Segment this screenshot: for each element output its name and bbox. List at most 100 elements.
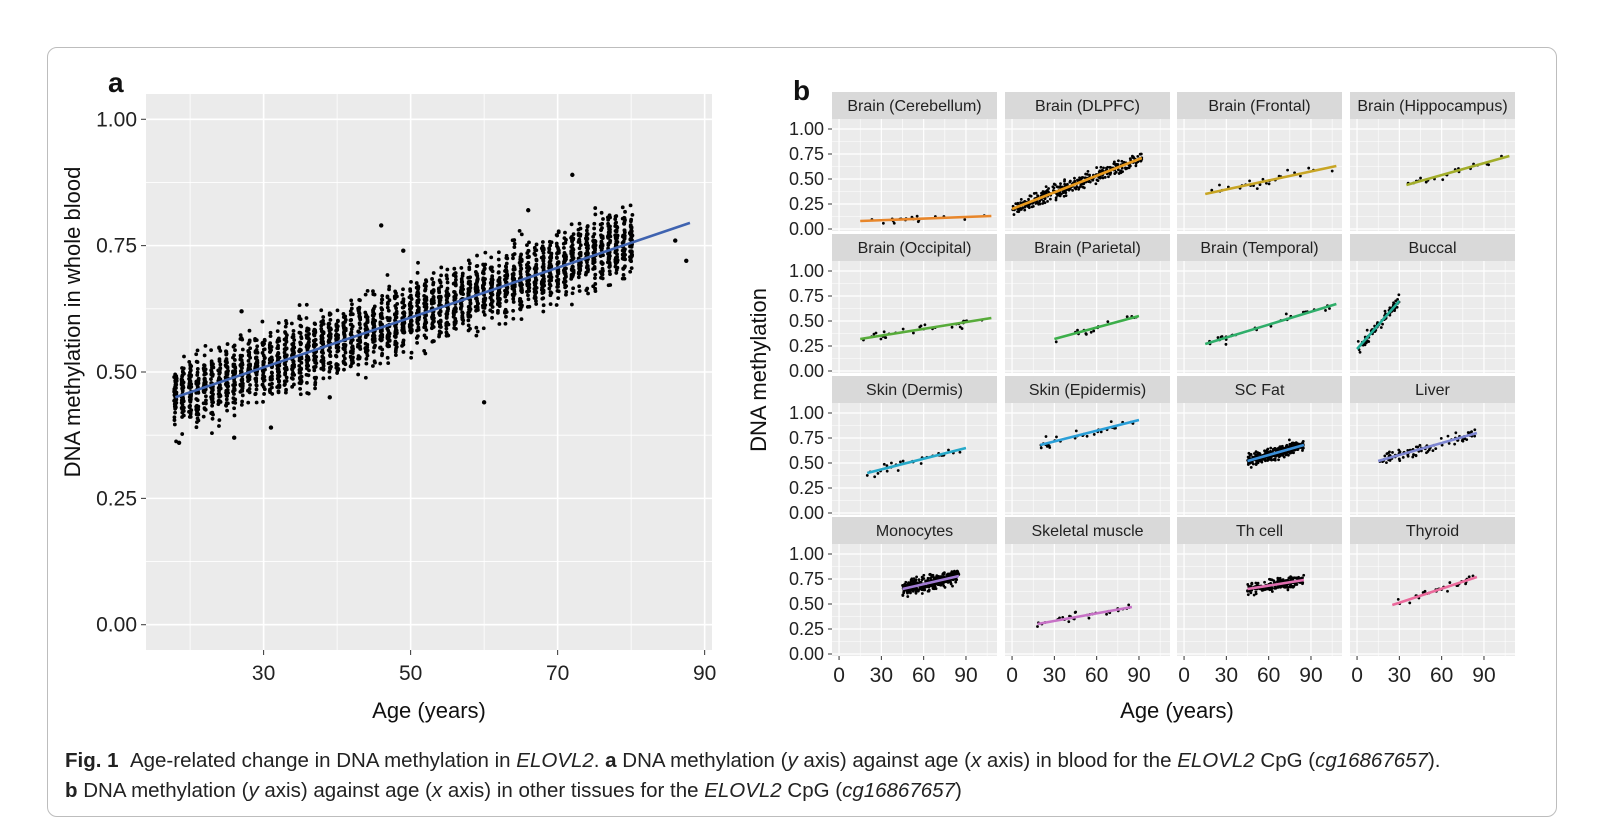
facet-point: [912, 331, 915, 335]
panel-a-point: [371, 289, 375, 294]
panel-a-point: [534, 258, 539, 263]
facet-title: Brain (Frontal): [1208, 98, 1310, 115]
facet-point: [1218, 183, 1221, 187]
facet-point: [1266, 459, 1270, 462]
facet-point: [906, 595, 910, 598]
panel-a-point: [408, 325, 412, 330]
panel-a-point: [334, 362, 339, 366]
facet-point: [954, 570, 958, 574]
panel-a-point: [578, 243, 583, 248]
facet-brain-cerebellum: Brain (Cerebellum)0.000.250.500.751.00: [789, 92, 997, 239]
panel-a-point: [196, 418, 201, 423]
facet-point: [1363, 343, 1367, 347]
panel-a-point: [231, 389, 236, 394]
panel-a-x-tick-label: 30: [252, 662, 275, 685]
panel-a-point: [577, 262, 582, 267]
panel-a-point: [415, 292, 420, 297]
facet-point: [1285, 585, 1289, 589]
panel-a-point: [172, 418, 177, 423]
panel-a-point: [511, 297, 516, 301]
facet-point: [906, 590, 910, 594]
facet-background: [1350, 403, 1515, 515]
panel-a-point: [291, 348, 296, 353]
facet-x-tick-label: 90: [954, 664, 977, 687]
panel-a-point: [547, 286, 552, 291]
panel-a-point: [437, 334, 441, 339]
panel-a-point: [321, 315, 326, 319]
panel-a-point: [180, 385, 185, 390]
facet-point: [1273, 458, 1277, 462]
panel-a-point: [393, 348, 398, 353]
facet-point: [1106, 320, 1110, 324]
panel-a-point: [292, 338, 297, 342]
panel-a-x-tick-label: 50: [399, 662, 422, 685]
panel-a-point: [414, 336, 419, 340]
panel-a-point: [614, 214, 619, 218]
panel-a-point: [460, 310, 465, 315]
facet-point: [1264, 181, 1268, 185]
panel-a-point: [468, 300, 473, 305]
panel-a-point: [225, 388, 230, 393]
panel-a-point: [409, 350, 414, 355]
facet-point: [958, 325, 962, 329]
panel-a-point: [481, 276, 486, 281]
facet-point: [1292, 451, 1295, 455]
panel-a-point: [490, 299, 495, 304]
panel-a-point: [423, 288, 427, 293]
facet-point: [1284, 445, 1288, 448]
panel-a-point: [262, 367, 267, 372]
facet-y-tick-label: 0.50: [789, 453, 824, 473]
facet-point: [910, 577, 914, 581]
facet-background: [832, 119, 997, 231]
panel-a-point: [628, 269, 633, 274]
panel-a-point: [453, 271, 458, 275]
facet-point: [1253, 452, 1256, 455]
panel-a-point: [276, 390, 281, 395]
facet-point: [1467, 575, 1471, 579]
facet-y-tick-label: 0.00: [789, 644, 824, 664]
panel-a-point: [415, 300, 420, 304]
panel-a-point: [226, 368, 230, 373]
panel-a-point: [328, 365, 332, 370]
panel-a-point: [613, 221, 618, 226]
facet-point: [920, 585, 924, 589]
panel-a-point: [248, 346, 253, 351]
panel-a-point: [182, 371, 186, 376]
facet-point: [1301, 581, 1305, 585]
facet-point: [1330, 169, 1334, 173]
facet-point: [1045, 445, 1049, 448]
panel-a-point: [407, 303, 412, 308]
panel-a-point: [459, 286, 464, 291]
facet-point: [960, 327, 964, 330]
panel-a-y-tick-label: 0.75: [96, 235, 137, 258]
panel-a-point: [298, 386, 303, 391]
facet-point: [1424, 180, 1428, 184]
panel-a-point: [554, 233, 559, 237]
panel-a-point: [423, 317, 428, 322]
panel-a-point: [620, 205, 625, 210]
panel-a-point: [313, 377, 318, 382]
panel-a-point: [607, 231, 612, 235]
panel-a-point: [357, 305, 362, 310]
panel-a-point: [547, 265, 551, 270]
facet-point: [906, 582, 910, 586]
panel-a-point: [539, 287, 544, 292]
panel-a-point: [569, 222, 574, 227]
panel-a-point: [327, 395, 332, 400]
panel-a-point: [534, 285, 539, 290]
panel-a-point: [488, 308, 493, 313]
panel-a-point: [591, 250, 596, 255]
panel-a-point: [297, 303, 302, 307]
panel-a-point: [172, 415, 177, 420]
panel-a-point: [217, 357, 222, 362]
panel-a-point: [497, 290, 502, 295]
facet-point: [1249, 591, 1253, 595]
panel-a-point: [586, 251, 590, 256]
panel-a-point: [504, 292, 509, 297]
panel-a-point: [305, 380, 309, 385]
panel-a-point: [246, 348, 251, 353]
facet-point: [1023, 200, 1027, 203]
facet-point: [1276, 585, 1280, 589]
facet-point: [1062, 194, 1066, 198]
panel-a-point: [571, 236, 576, 241]
